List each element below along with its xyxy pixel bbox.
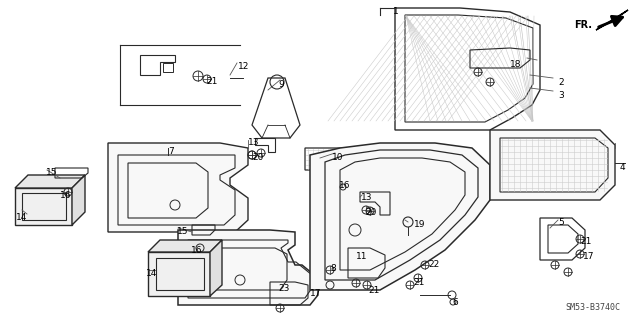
Text: 11: 11 [356, 252, 367, 261]
Text: 3: 3 [558, 91, 564, 100]
Text: 21: 21 [580, 237, 591, 246]
Text: 20: 20 [252, 153, 264, 162]
Text: 16: 16 [339, 181, 351, 190]
Polygon shape [210, 240, 222, 296]
Text: 23: 23 [278, 284, 289, 293]
Text: 16: 16 [191, 246, 202, 255]
Text: 14: 14 [146, 269, 157, 278]
Text: 13: 13 [361, 193, 372, 202]
Text: 9: 9 [278, 80, 284, 89]
Text: 17: 17 [310, 289, 321, 298]
Text: 8: 8 [330, 264, 336, 273]
Text: 18: 18 [510, 60, 522, 69]
Polygon shape [148, 240, 222, 252]
Text: 15: 15 [177, 227, 189, 236]
Text: 14: 14 [16, 213, 28, 222]
Text: 21: 21 [206, 77, 218, 86]
Polygon shape [108, 143, 248, 232]
Polygon shape [148, 252, 210, 296]
Text: 21: 21 [368, 286, 380, 295]
Text: 4: 4 [620, 163, 626, 172]
Text: 2: 2 [558, 78, 564, 87]
Text: 5: 5 [558, 218, 564, 227]
Text: 19: 19 [414, 220, 426, 229]
Text: SM53-B3740C: SM53-B3740C [565, 303, 620, 312]
Text: 16: 16 [60, 191, 72, 200]
Text: 20: 20 [365, 208, 376, 217]
Polygon shape [15, 188, 72, 225]
Polygon shape [596, 10, 628, 30]
Text: 10: 10 [332, 153, 344, 162]
Text: FR.: FR. [574, 20, 592, 30]
Text: 6: 6 [452, 298, 458, 307]
Polygon shape [310, 143, 490, 290]
Text: 7: 7 [168, 147, 173, 156]
Text: 13: 13 [248, 138, 259, 147]
Polygon shape [72, 175, 85, 225]
Text: 22: 22 [428, 260, 439, 269]
Text: 17: 17 [583, 252, 595, 261]
Text: 1: 1 [393, 7, 399, 16]
Text: 12: 12 [238, 62, 250, 71]
Text: 21: 21 [413, 278, 424, 287]
Polygon shape [178, 230, 318, 305]
Polygon shape [15, 175, 85, 188]
Text: 15: 15 [46, 168, 58, 177]
Polygon shape [490, 130, 615, 200]
